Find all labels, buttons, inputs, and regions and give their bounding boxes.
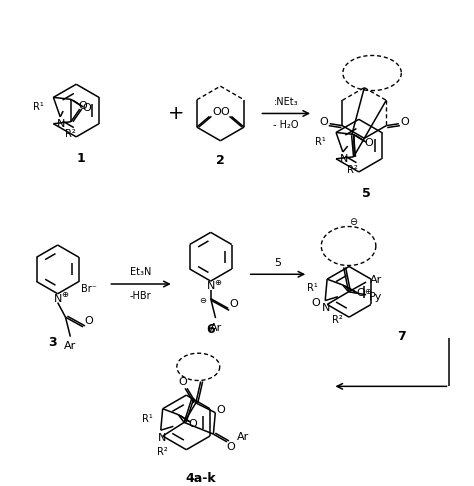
Text: ⊖: ⊖ <box>349 217 357 226</box>
Text: O: O <box>319 117 328 127</box>
Text: R²: R² <box>347 164 358 174</box>
Text: O: O <box>227 442 235 452</box>
Text: -HBr: -HBr <box>130 291 151 301</box>
Text: R²: R² <box>331 315 342 325</box>
Text: R¹: R¹ <box>307 283 318 293</box>
Text: Ar: Ar <box>210 323 222 333</box>
Text: ⊕: ⊕ <box>61 290 68 299</box>
Text: 5: 5 <box>274 258 282 268</box>
Text: Br⁻: Br⁻ <box>81 284 97 294</box>
Text: - H₂O: - H₂O <box>273 120 299 130</box>
Text: R¹: R¹ <box>142 414 153 423</box>
Text: R¹: R¹ <box>315 137 326 147</box>
Text: O: O <box>311 297 320 308</box>
Text: R¹: R¹ <box>33 102 44 112</box>
Text: N: N <box>157 433 166 443</box>
Text: N: N <box>207 281 215 291</box>
Text: N: N <box>322 303 330 313</box>
Text: 4a-k: 4a-k <box>186 472 216 486</box>
Text: Ar: Ar <box>64 341 76 351</box>
Text: O: O <box>401 117 409 127</box>
Text: 5: 5 <box>362 187 371 200</box>
Text: 3: 3 <box>48 336 57 349</box>
Text: O: O <box>356 288 365 298</box>
Text: N: N <box>340 154 348 164</box>
Text: R²: R² <box>64 129 75 139</box>
Text: ⊕: ⊕ <box>214 278 221 287</box>
Text: O: O <box>189 419 197 429</box>
Text: O: O <box>365 138 374 148</box>
Text: O: O <box>179 378 188 387</box>
Text: Et₃N: Et₃N <box>130 267 151 278</box>
Text: Py: Py <box>369 292 383 302</box>
Text: O: O <box>212 107 221 118</box>
Text: 7: 7 <box>397 330 406 343</box>
Text: Ar: Ar <box>237 432 249 442</box>
Text: O: O <box>84 316 93 326</box>
Text: :NEt₃: :NEt₃ <box>273 97 298 107</box>
Text: O: O <box>217 405 226 415</box>
Text: ⊖: ⊖ <box>200 296 206 305</box>
Text: ⊕: ⊕ <box>365 287 372 296</box>
Text: +: + <box>168 104 185 123</box>
Text: N: N <box>57 119 65 129</box>
Text: O: O <box>230 298 238 309</box>
Text: O: O <box>82 103 91 113</box>
Text: N: N <box>54 294 62 304</box>
Text: O: O <box>78 101 87 111</box>
Text: O: O <box>220 107 229 118</box>
Text: Ar: Ar <box>370 275 382 285</box>
Text: 1: 1 <box>77 152 85 165</box>
Text: 2: 2 <box>216 154 225 167</box>
Text: R²: R² <box>157 447 168 457</box>
Text: 6: 6 <box>206 323 215 336</box>
